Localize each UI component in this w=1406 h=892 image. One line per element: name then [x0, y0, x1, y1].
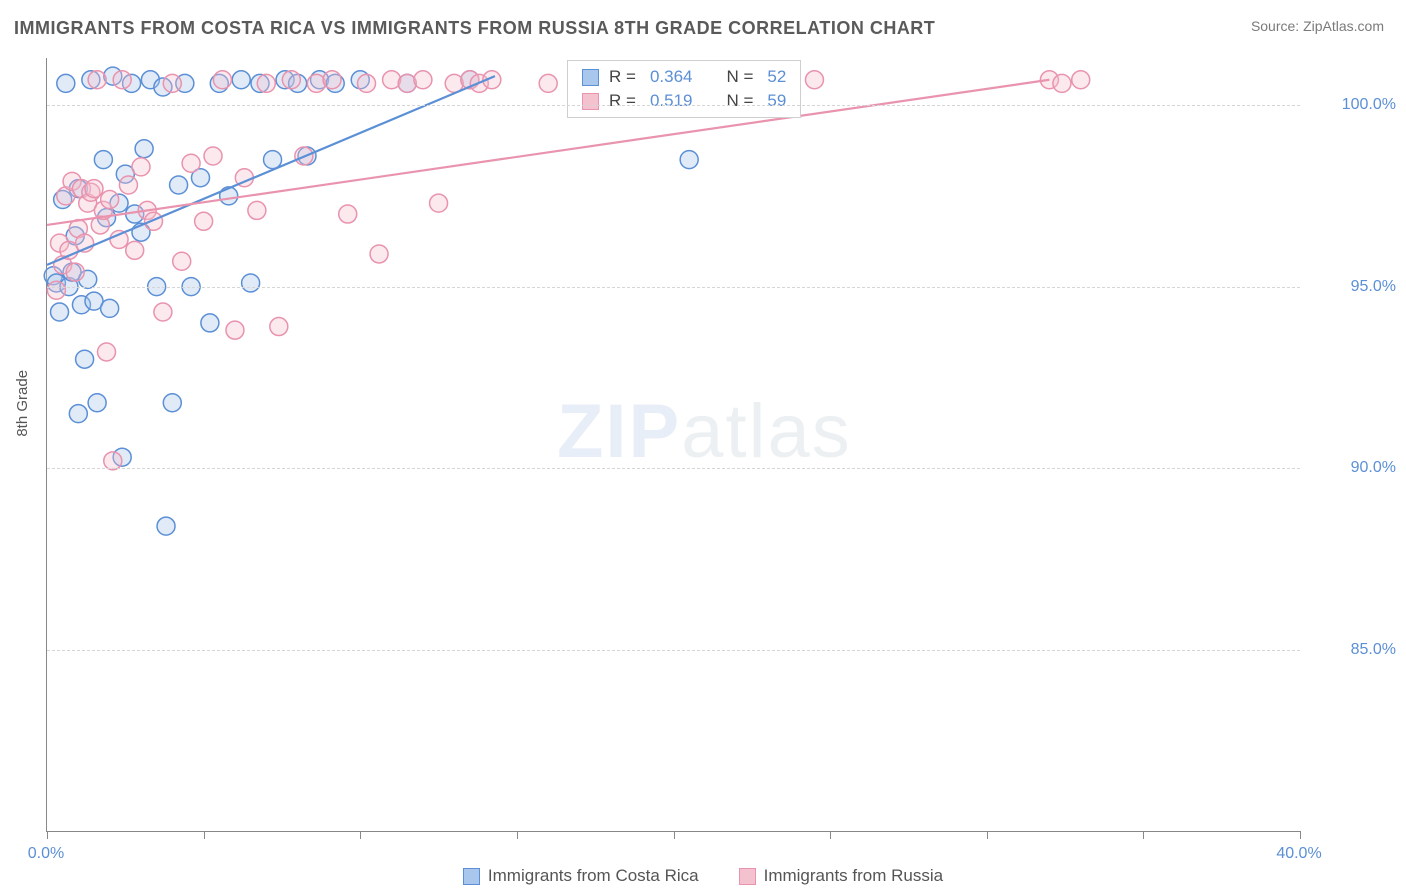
scatter-point [132, 158, 150, 176]
scatter-point [213, 71, 231, 89]
plot-area: ZIPatlas R = 0.364 N = 52 R = 0.519 N = … [46, 58, 1300, 832]
scatter-point [69, 405, 87, 423]
scatter-point [430, 194, 448, 212]
source-label: Source: ZipAtlas.com [1251, 18, 1384, 34]
scatter-point [358, 74, 376, 92]
scatter-point [98, 343, 116, 361]
scatter-point [195, 212, 213, 230]
scatter-point [257, 74, 275, 92]
stats-swatch-1 [582, 93, 599, 110]
stats-n-val-1: 59 [767, 91, 786, 111]
gridline [47, 650, 1300, 651]
trend-line [47, 80, 1049, 225]
scatter-point [163, 74, 181, 92]
scatter-point [157, 517, 175, 535]
ytick-label: 90.0% [1316, 459, 1396, 477]
xtick [360, 831, 361, 839]
stats-r-label-0: R = [609, 67, 636, 87]
stats-swatch-0 [582, 69, 599, 86]
scatter-point [414, 71, 432, 89]
scatter-point [220, 187, 238, 205]
stats-n-label-1: N = [726, 91, 753, 111]
xtick [830, 831, 831, 839]
scatter-point [339, 205, 357, 223]
xtick-label: 40.0% [1276, 845, 1321, 863]
scatter-point [135, 140, 153, 158]
legend-swatch-1 [739, 868, 756, 885]
xtick [204, 831, 205, 839]
xtick [517, 831, 518, 839]
scatter-point [88, 71, 106, 89]
xtick [1143, 831, 1144, 839]
scatter-point [170, 176, 188, 194]
scatter-point [163, 394, 181, 412]
gridline [47, 287, 1300, 288]
scatter-point [282, 71, 300, 89]
legend-label-0: Immigrants from Costa Rica [488, 866, 699, 886]
ytick-label: 95.0% [1316, 278, 1396, 296]
xtick [1300, 831, 1301, 839]
scatter-point [248, 201, 266, 219]
scatter-point [145, 212, 163, 230]
scatter-point [201, 314, 219, 332]
scatter-point [226, 321, 244, 339]
stats-row-1: R = 0.519 N = 59 [582, 91, 786, 111]
stats-r-val-1: 0.519 [650, 91, 693, 111]
legend-label-1: Immigrants from Russia [764, 866, 943, 886]
legend-item-0: Immigrants from Costa Rica [463, 866, 699, 886]
chart-svg [47, 58, 1300, 831]
scatter-point [805, 71, 823, 89]
gridline [47, 105, 1300, 106]
scatter-point [1053, 74, 1071, 92]
scatter-point [1072, 71, 1090, 89]
gridline [47, 468, 1300, 469]
bottom-legend: Immigrants from Costa Rica Immigrants fr… [0, 866, 1406, 886]
scatter-point [47, 281, 65, 299]
stats-r-label-1: R = [609, 91, 636, 111]
scatter-point [119, 176, 137, 194]
scatter-point [539, 74, 557, 92]
y-axis-label: 8th Grade [14, 370, 31, 437]
ytick-label: 85.0% [1316, 641, 1396, 659]
scatter-point [264, 151, 282, 169]
xtick-label: 0.0% [28, 845, 64, 863]
scatter-point [57, 74, 75, 92]
scatter-point [110, 230, 128, 248]
scatter-point [154, 303, 172, 321]
stats-r-val-0: 0.364 [650, 67, 693, 87]
scatter-point [242, 274, 260, 292]
scatter-point [101, 191, 119, 209]
scatter-point [113, 71, 131, 89]
xtick [674, 831, 675, 839]
scatter-point [370, 245, 388, 263]
legend-item-1: Immigrants from Russia [739, 866, 943, 886]
scatter-point [182, 154, 200, 172]
scatter-point [270, 318, 288, 336]
scatter-point [101, 299, 119, 317]
scatter-point [232, 71, 250, 89]
scatter-point [126, 241, 144, 259]
scatter-point [94, 151, 112, 169]
stats-n-val-0: 52 [767, 67, 786, 87]
scatter-point [66, 263, 84, 281]
scatter-point [88, 394, 106, 412]
chart-title: IMMIGRANTS FROM COSTA RICA VS IMMIGRANTS… [14, 18, 935, 39]
xtick [47, 831, 48, 839]
scatter-point [323, 71, 341, 89]
scatter-point [173, 252, 191, 270]
stats-box: R = 0.364 N = 52 R = 0.519 N = 59 [567, 60, 801, 118]
legend-swatch-0 [463, 868, 480, 885]
scatter-point [204, 147, 222, 165]
scatter-point [85, 180, 103, 198]
stats-row-0: R = 0.364 N = 52 [582, 67, 786, 87]
scatter-point [51, 303, 69, 321]
ytick-label: 100.0% [1316, 96, 1396, 114]
xtick [987, 831, 988, 839]
stats-n-label-0: N = [726, 67, 753, 87]
scatter-point [76, 350, 94, 368]
scatter-point [680, 151, 698, 169]
